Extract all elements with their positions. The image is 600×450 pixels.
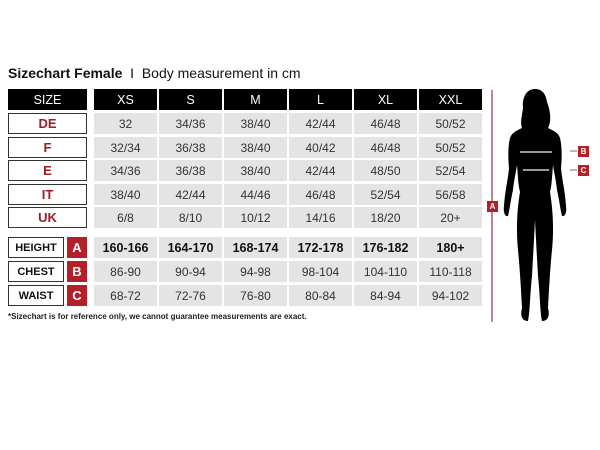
table-cell: 14/16	[289, 207, 352, 228]
measure-label: CHEST	[8, 261, 64, 282]
region-label: IT	[8, 184, 87, 205]
table-cell: 46/48	[289, 184, 352, 205]
size-column-header: XL	[354, 89, 417, 110]
table-cell: 32/34	[94, 137, 157, 158]
table-cell: 90-94	[159, 261, 222, 282]
size-column-header: L	[289, 89, 352, 110]
table-cell: 52/54	[419, 160, 482, 181]
table-cell: 46/48	[354, 137, 417, 158]
chest-tag: B	[578, 146, 589, 157]
table-cell: 50/52	[419, 113, 482, 134]
table-cell: 52/54	[354, 184, 417, 205]
table-cell: 94-102	[419, 285, 482, 306]
table-cell: 86-90	[94, 261, 157, 282]
table-cell: 84-94	[354, 285, 417, 306]
measure-label: HEIGHT	[8, 237, 64, 258]
table-cell: 72-76	[159, 285, 222, 306]
table-cell: 20+	[419, 207, 482, 228]
region-label: E	[8, 160, 87, 181]
measure-letter-badge: C	[67, 285, 87, 306]
size-header: SIZE	[8, 89, 87, 110]
table-cell: 10/12	[224, 207, 287, 228]
table-cell: 48/50	[354, 160, 417, 181]
height-tag: A	[487, 201, 498, 212]
table-cell: 160-166	[94, 237, 157, 258]
table-cell: 180+	[419, 237, 482, 258]
table-cell: 38/40	[224, 113, 287, 134]
table-cell: 68-72	[94, 285, 157, 306]
table-cell: 34/36	[94, 160, 157, 181]
table-cell: 40/42	[289, 137, 352, 158]
table-cell: 50/52	[419, 137, 482, 158]
table-cell: 38/40	[94, 184, 157, 205]
table-cell: 176-182	[354, 237, 417, 258]
table-cell: 46/48	[354, 113, 417, 134]
measure-letter-badge: A	[67, 237, 87, 258]
table-cell: 34/36	[159, 113, 222, 134]
table-cell: 104-110	[354, 261, 417, 282]
footnote: *Sizechart is for reference only, we can…	[8, 312, 307, 321]
body-figure	[491, 89, 577, 322]
size-column-header: XS	[94, 89, 157, 110]
measure-label: WAIST	[8, 285, 64, 306]
page-title: Sizechart Female I Body measurement in c…	[8, 65, 301, 81]
table-cell: 110-118	[419, 261, 482, 282]
table-cell: 94-98	[224, 261, 287, 282]
waist-tag: C	[578, 165, 589, 176]
table-cell: 80-84	[289, 285, 352, 306]
table-cell: 38/40	[224, 160, 287, 181]
table-cell: 98-104	[289, 261, 352, 282]
table-cell: 36/38	[159, 160, 222, 181]
size-column-header: XXL	[419, 89, 482, 110]
region-label: DE	[8, 113, 87, 134]
table-cell: 36/38	[159, 137, 222, 158]
table-cell: 42/44	[289, 160, 352, 181]
region-label: F	[8, 137, 87, 158]
table-cell: 172-178	[289, 237, 352, 258]
table-cell: 76-80	[224, 285, 287, 306]
woman-silhouette-icon	[503, 89, 567, 321]
table-cell: 8/10	[159, 207, 222, 228]
table-cell: 44/46	[224, 184, 287, 205]
table-cell: 32	[94, 113, 157, 134]
size-column-header: M	[224, 89, 287, 110]
measure-letter-badge: B	[67, 261, 87, 282]
size-column-header: S	[159, 89, 222, 110]
region-label: UK	[8, 207, 87, 228]
table-cell: 42/44	[289, 113, 352, 134]
table-cell: 18/20	[354, 207, 417, 228]
table-cell: 56/58	[419, 184, 482, 205]
table-cell: 42/44	[159, 184, 222, 205]
table-cell: 168-174	[224, 237, 287, 258]
table-cell: 6/8	[94, 207, 157, 228]
table-cell: 38/40	[224, 137, 287, 158]
table-cell: 164-170	[159, 237, 222, 258]
